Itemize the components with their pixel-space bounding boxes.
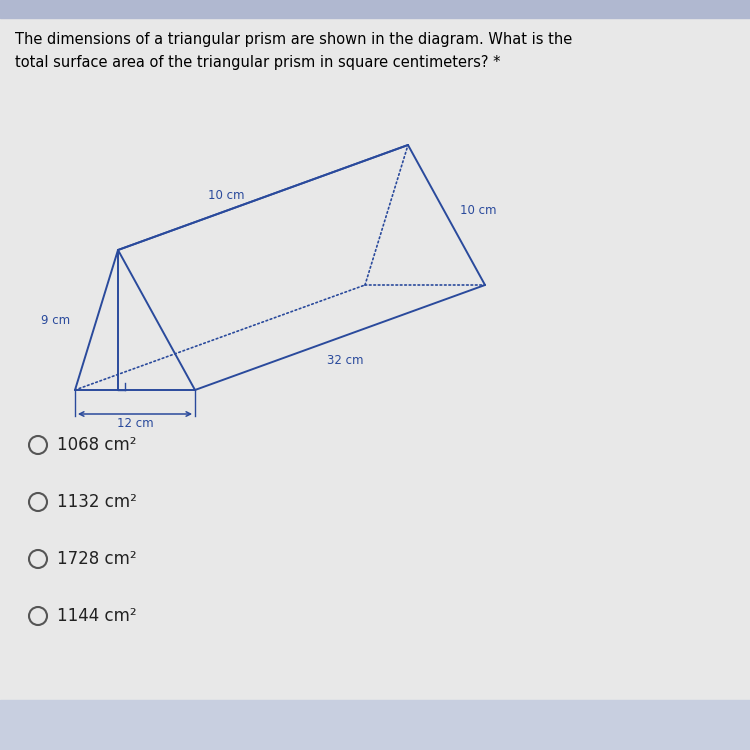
Bar bbox=[0, 0, 750, 18]
Text: 1144 cm²: 1144 cm² bbox=[57, 607, 136, 625]
Text: 1728 cm²: 1728 cm² bbox=[57, 550, 136, 568]
Text: 12 cm: 12 cm bbox=[117, 417, 153, 430]
Text: total surface area of the triangular prism in square centimeters? *: total surface area of the triangular pri… bbox=[15, 55, 500, 70]
Text: 10 cm: 10 cm bbox=[208, 189, 245, 202]
Text: 1132 cm²: 1132 cm² bbox=[57, 493, 136, 511]
Text: 1068 cm²: 1068 cm² bbox=[57, 436, 136, 454]
Text: 10 cm: 10 cm bbox=[460, 205, 497, 218]
Text: The dimensions of a triangular prism are shown in the diagram. What is the: The dimensions of a triangular prism are… bbox=[15, 32, 572, 47]
Bar bbox=[0, 700, 750, 750]
Text: 32 cm: 32 cm bbox=[327, 353, 363, 367]
Text: 9 cm: 9 cm bbox=[40, 314, 70, 326]
